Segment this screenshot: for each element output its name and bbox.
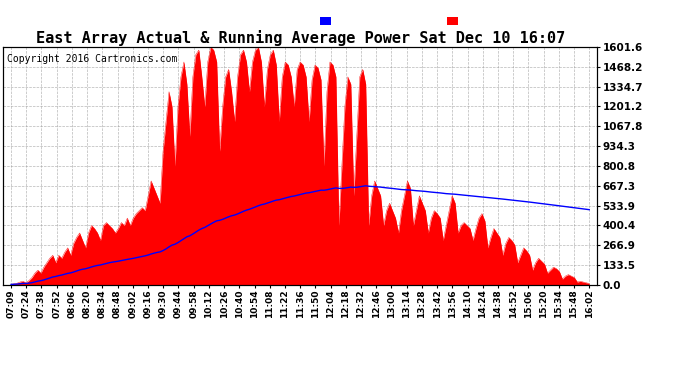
Text: Copyright 2016 Cartronics.com: Copyright 2016 Cartronics.com (7, 54, 177, 64)
Legend: Average  (DC Watts), East Array  (DC Watts): Average (DC Watts), East Array (DC Watts… (318, 15, 592, 28)
Title: East Array Actual & Running Average Power Sat Dec 10 16:07: East Array Actual & Running Average Powe… (35, 30, 565, 46)
